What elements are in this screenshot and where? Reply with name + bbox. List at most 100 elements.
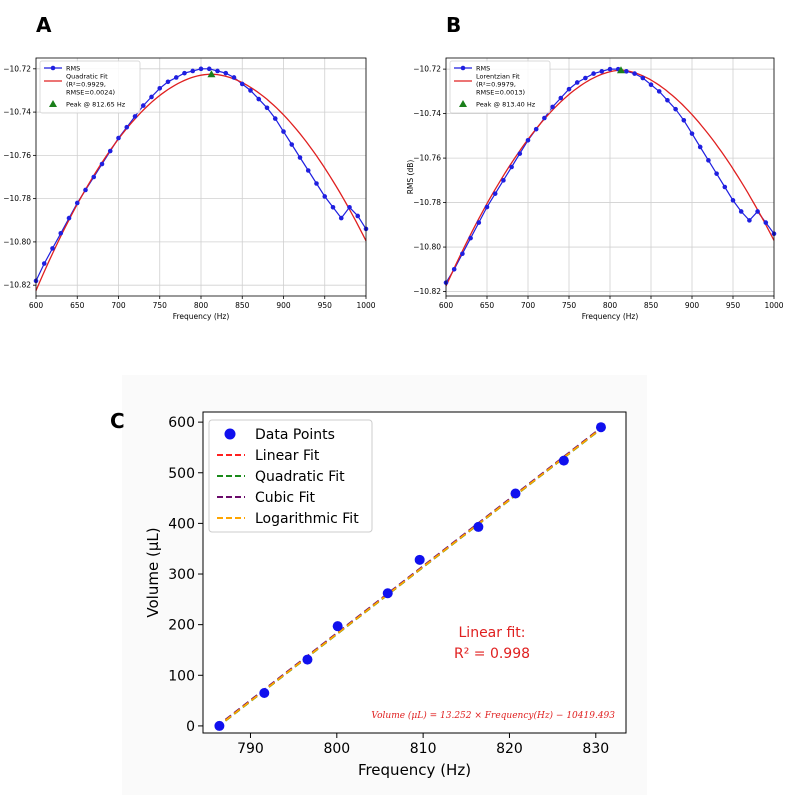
rms-data-point bbox=[689, 131, 695, 136]
panel-letter-c: C bbox=[110, 409, 125, 433]
rms-data-point bbox=[281, 129, 286, 134]
rms-data-point bbox=[50, 246, 55, 251]
rms-data-point bbox=[714, 171, 719, 176]
rms-data-point bbox=[632, 71, 637, 76]
rms-data-point bbox=[330, 204, 336, 210]
rms-data-point bbox=[165, 79, 171, 85]
rms-data-point bbox=[74, 200, 80, 206]
rms-data-point bbox=[305, 168, 311, 173]
rms-data-point bbox=[501, 178, 506, 183]
data-point bbox=[558, 455, 569, 466]
data-point bbox=[595, 422, 606, 433]
rms-data-point bbox=[355, 213, 361, 219]
legend-peak-marker bbox=[49, 100, 57, 107]
rms-data-point bbox=[347, 204, 352, 210]
x-tick-label: 1000 bbox=[356, 301, 375, 310]
rms-data-point bbox=[591, 71, 596, 76]
rms-data-point bbox=[599, 69, 605, 74]
rms-data-point bbox=[476, 220, 482, 225]
y-tick-label: 500 bbox=[168, 466, 195, 482]
x-tick-label: 700 bbox=[521, 301, 536, 310]
legend-box bbox=[208, 419, 373, 533]
x-tick-label: 950 bbox=[726, 301, 741, 310]
y-tick-label: −10.80 bbox=[3, 237, 31, 246]
rms-data-point bbox=[66, 215, 72, 221]
data-point bbox=[473, 521, 484, 532]
y-axis-title: Volume (µL) bbox=[144, 527, 162, 617]
rms-data-point bbox=[607, 66, 613, 72]
y-tick-label: −10.76 bbox=[413, 154, 441, 163]
rms-data-point bbox=[706, 158, 711, 163]
rms-data-point bbox=[492, 191, 498, 196]
y-tick-label: −10.72 bbox=[413, 65, 441, 74]
rms-data-point bbox=[550, 104, 555, 110]
y-tick-label: 400 bbox=[168, 516, 195, 532]
legend-peak-label: Peak @ 812.65 Hz bbox=[66, 101, 126, 109]
rms-data-point bbox=[730, 198, 736, 203]
rms-data-point bbox=[542, 115, 547, 121]
legend-fit-label: Logarithmic Fit bbox=[255, 511, 359, 527]
rms-data-point bbox=[338, 215, 344, 221]
data-point bbox=[414, 554, 425, 565]
x-axis-title: Frequency (Hz) bbox=[358, 761, 471, 779]
rms-data-point bbox=[116, 135, 121, 141]
y-tick-label: −10.78 bbox=[3, 194, 31, 203]
rms-data-point bbox=[517, 151, 523, 156]
rms-data-point bbox=[755, 209, 760, 214]
y-tick-label: −10.80 bbox=[413, 243, 441, 252]
x-axis-title: Frequency (Hz) bbox=[173, 312, 230, 321]
rms-data-point bbox=[132, 114, 138, 119]
x-tick-label: 800 bbox=[194, 301, 209, 310]
legend-fit-label: (R²=0.9929, bbox=[66, 81, 106, 89]
rms-data-point bbox=[681, 117, 687, 123]
x-tick-label: 800 bbox=[603, 301, 618, 310]
y-tick-label: 100 bbox=[168, 668, 195, 684]
rms-data-point bbox=[566, 86, 572, 92]
x-tick-label: 820 bbox=[496, 741, 523, 757]
rms-data-point bbox=[190, 68, 196, 74]
rms-data-point bbox=[665, 97, 670, 103]
x-tick-label: 800 bbox=[323, 741, 350, 757]
y-tick-label: 200 bbox=[168, 618, 195, 634]
x-tick-label: 600 bbox=[439, 301, 454, 310]
legend-rms-marker bbox=[50, 65, 56, 71]
rms-data-point bbox=[460, 251, 465, 257]
rms-data-point bbox=[673, 106, 678, 112]
y-tick-label: 300 bbox=[168, 567, 195, 583]
x-tick-label: 810 bbox=[410, 741, 437, 757]
plot-frame bbox=[202, 411, 627, 734]
x-tick-label: 650 bbox=[480, 301, 495, 310]
rms-data-point bbox=[107, 148, 113, 154]
y-tick-label: −10.72 bbox=[3, 64, 31, 73]
rms-data-point bbox=[558, 95, 564, 101]
x-tick-label: 600 bbox=[29, 301, 44, 310]
legend-fit-label: Linear Fit bbox=[255, 448, 320, 464]
rms-data-point bbox=[256, 96, 262, 102]
rms-data-point bbox=[124, 124, 130, 130]
rms-data-point bbox=[738, 209, 744, 214]
rms-data-point bbox=[91, 174, 97, 180]
x-tick-label: 750 bbox=[562, 301, 577, 310]
rms-data-point bbox=[239, 81, 245, 87]
x-axis-title: Frequency (Hz) bbox=[582, 312, 639, 321]
annotation-linear-fit-title: Linear fit: bbox=[459, 625, 526, 641]
y-tick-label: 0 bbox=[186, 719, 195, 735]
x-tick-label: 950 bbox=[318, 301, 333, 310]
y-tick-label: −10.82 bbox=[3, 281, 31, 290]
rms-data-point bbox=[99, 161, 105, 167]
y-tick-label: −10.78 bbox=[413, 198, 441, 207]
rms-data-point bbox=[697, 144, 703, 150]
rms-data-point bbox=[140, 103, 146, 108]
legend-peak-label: Peak @ 813.40 Hz bbox=[476, 101, 536, 109]
rms-data-point bbox=[656, 89, 662, 94]
legend-fit-label: RMSE=0.0013) bbox=[476, 89, 525, 97]
rms-data-point bbox=[763, 220, 769, 225]
rms-data-point bbox=[509, 164, 514, 170]
data-point bbox=[214, 720, 225, 731]
data-point bbox=[510, 488, 521, 499]
fit-line-logarithmic-fit bbox=[216, 425, 605, 728]
legend-data-label: Data Points bbox=[255, 427, 335, 443]
chart-c: 790 800 810 820 830 0 100 200 300 400 500 600 Freque… bbox=[144, 411, 627, 779]
panel-letter-a: A bbox=[36, 13, 52, 37]
rms-data-point bbox=[583, 75, 588, 81]
